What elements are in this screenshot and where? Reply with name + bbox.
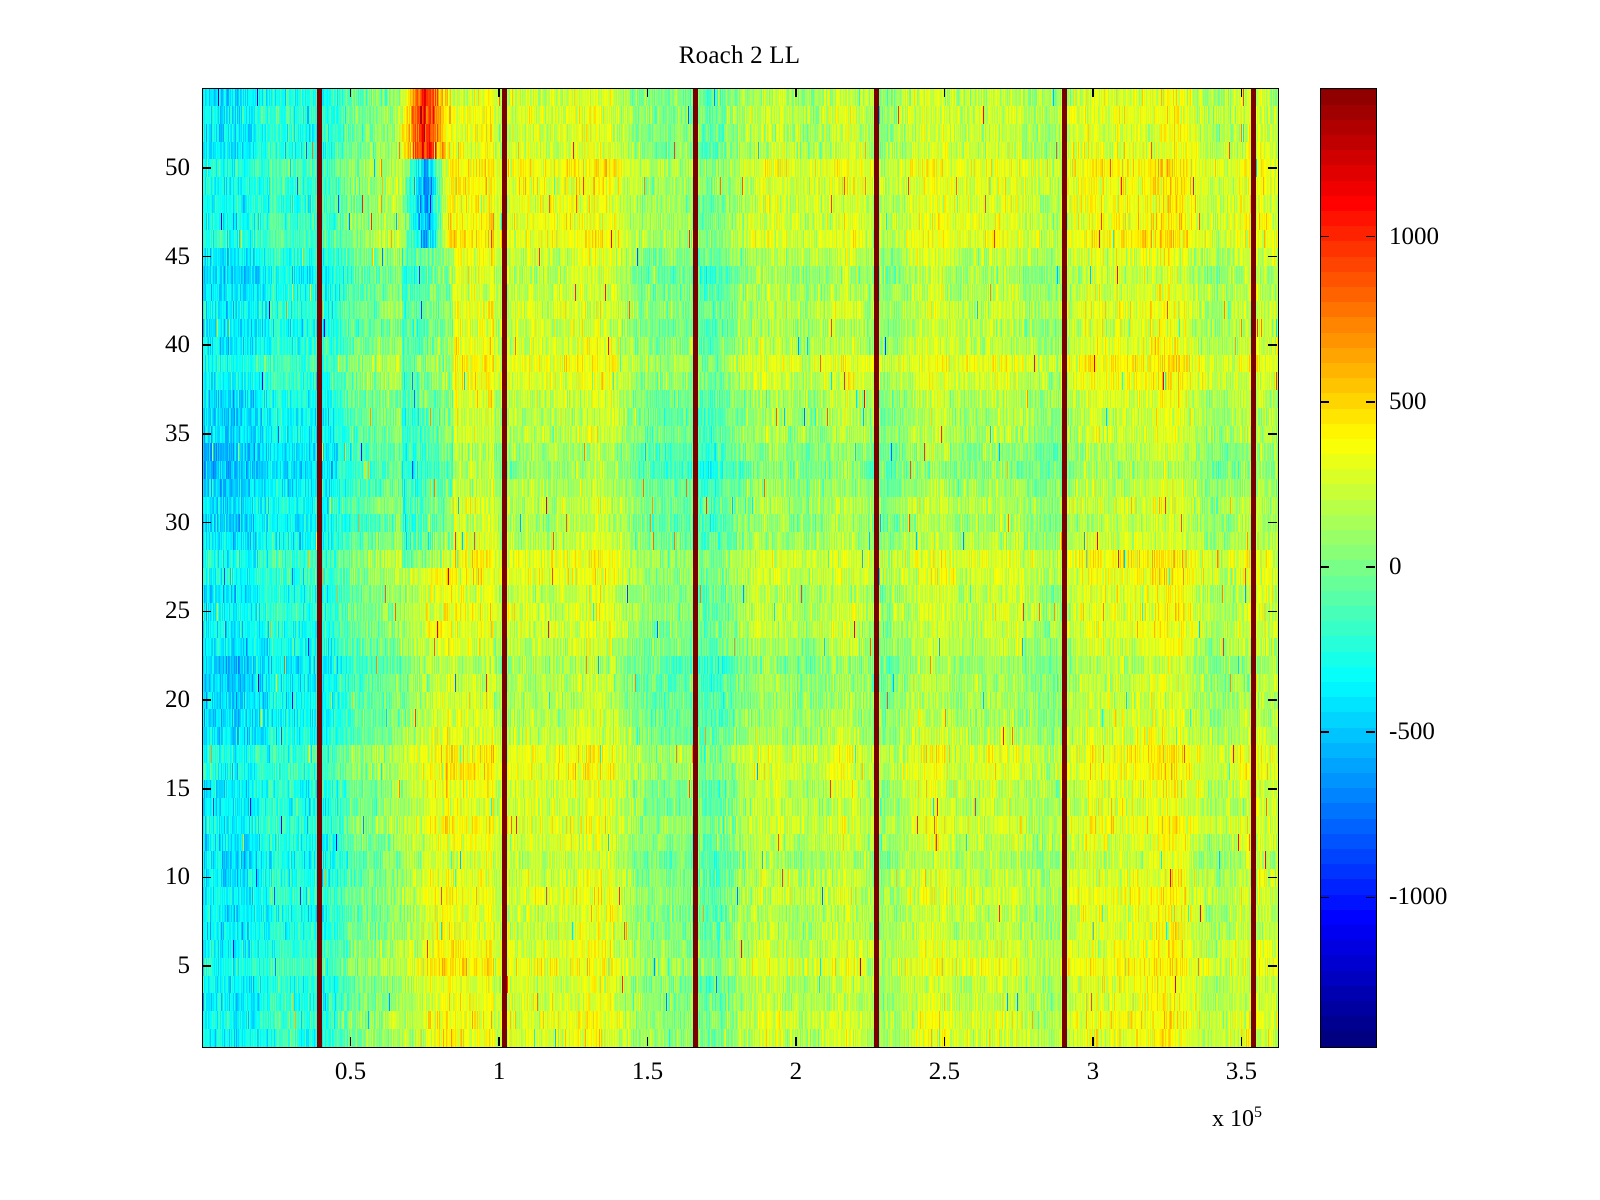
colorbar-tick-mark-right bbox=[1366, 566, 1375, 568]
y-tick-mark-right bbox=[1268, 699, 1277, 701]
colorbar-tick-mark-left bbox=[1320, 896, 1329, 899]
colorbar-tick-mark-left bbox=[1320, 566, 1329, 568]
y-tick-mark bbox=[202, 255, 211, 258]
x-tick-mark bbox=[646, 1037, 649, 1046]
x-tick-label: 1 bbox=[492, 1058, 506, 1085]
colorbar-tick-label: 0 bbox=[1389, 553, 1402, 580]
y-tick-mark-right bbox=[1268, 344, 1277, 347]
x-tick-mark bbox=[498, 1037, 500, 1046]
y-tick-label: 45 bbox=[165, 242, 190, 270]
colorbar-tick-mark-right bbox=[1366, 731, 1375, 733]
x-tick-mark-top bbox=[349, 88, 352, 97]
x-tick-mark-top bbox=[943, 88, 946, 97]
x-tick-mark-top bbox=[795, 88, 797, 97]
x-tick-mark-top bbox=[646, 88, 649, 97]
x-axis-multiplier-base: x 10 bbox=[1212, 1106, 1254, 1132]
y-tick-mark-right bbox=[1268, 521, 1277, 524]
colorbar-tick-mark-right bbox=[1366, 235, 1375, 238]
y-tick-label: 30 bbox=[165, 508, 190, 536]
y-tick-label: 10 bbox=[165, 863, 190, 891]
x-tick-label: 1.5 bbox=[631, 1058, 664, 1085]
y-tick-mark bbox=[202, 521, 211, 524]
y-tick-label: 20 bbox=[165, 686, 190, 714]
y-tick-mark bbox=[202, 965, 211, 967]
y-tick-label: 15 bbox=[165, 774, 190, 802]
colorbar-gradient bbox=[1321, 89, 1376, 1047]
colorbar-tick-mark-left bbox=[1320, 401, 1329, 403]
y-tick-mark bbox=[202, 433, 211, 435]
y-tick-label: 50 bbox=[165, 153, 190, 181]
x-tick-mark-top bbox=[498, 88, 500, 97]
x-tick-label: 0.5 bbox=[334, 1058, 367, 1085]
y-tick-mark-right bbox=[1268, 255, 1277, 258]
x-tick-label: 2 bbox=[789, 1058, 803, 1085]
y-tick-mark-right bbox=[1268, 610, 1277, 613]
y-tick-mark-right bbox=[1268, 787, 1277, 790]
heatmap-image[interactable] bbox=[203, 89, 1278, 1047]
x-tick-mark bbox=[1240, 1037, 1243, 1046]
y-tick-label: 25 bbox=[165, 597, 190, 625]
colorbar-tick-label: 1000 bbox=[1389, 222, 1439, 250]
x-tick-mark bbox=[349, 1037, 352, 1046]
colorbar-tick-mark-left bbox=[1320, 731, 1329, 733]
y-tick-label: 5 bbox=[177, 952, 191, 980]
y-tick-mark-right bbox=[1268, 433, 1277, 435]
y-tick-mark bbox=[202, 876, 211, 879]
colorbar-tick-mark-right bbox=[1366, 401, 1375, 403]
colorbar[interactable] bbox=[1320, 88, 1377, 1048]
x-tick-mark-top bbox=[1092, 88, 1094, 97]
x-tick-mark bbox=[943, 1037, 946, 1046]
y-tick-mark-right bbox=[1268, 167, 1277, 169]
colorbar-tick-label: -500 bbox=[1389, 718, 1435, 746]
y-tick-mark-right bbox=[1268, 965, 1277, 967]
y-tick-mark-right bbox=[1268, 876, 1277, 879]
y-tick-label: 40 bbox=[165, 331, 190, 359]
colorbar-tick-mark-left bbox=[1320, 235, 1329, 238]
x-tick-label: 3 bbox=[1086, 1058, 1100, 1085]
y-tick-mark bbox=[202, 699, 211, 701]
y-tick-mark bbox=[202, 787, 211, 790]
y-tick-label: 35 bbox=[165, 419, 190, 447]
heatmap-axes[interactable] bbox=[202, 88, 1279, 1048]
x-tick-mark-top bbox=[1240, 88, 1243, 97]
x-tick-mark bbox=[1092, 1037, 1094, 1046]
y-tick-mark bbox=[202, 610, 211, 613]
y-tick-mark bbox=[202, 167, 211, 169]
page-title: Roach 2 LL bbox=[678, 42, 801, 69]
x-tick-mark bbox=[795, 1037, 797, 1046]
x-tick-label: 2.5 bbox=[928, 1058, 961, 1085]
x-axis-multiplier: x 105 bbox=[1212, 1104, 1262, 1133]
colorbar-tick-label: -1000 bbox=[1389, 883, 1448, 911]
y-tick-mark bbox=[202, 344, 211, 347]
colorbar-tick-mark-right bbox=[1366, 896, 1375, 899]
x-tick-label: 3.5 bbox=[1225, 1058, 1257, 1085]
x-axis-multiplier-exponent: 5 bbox=[1254, 1104, 1262, 1121]
colorbar-tick-label: 500 bbox=[1389, 387, 1427, 415]
